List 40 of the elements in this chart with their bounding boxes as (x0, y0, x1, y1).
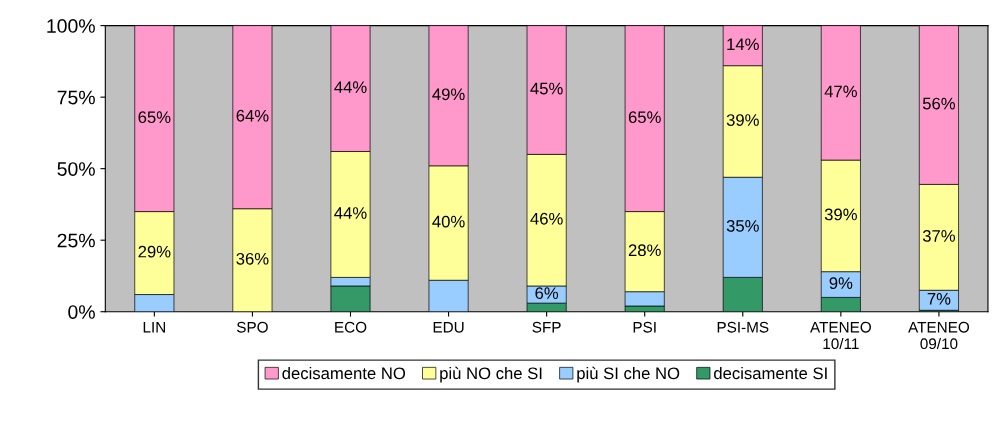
x-tick-label: SPO (236, 321, 268, 333)
x-tick-label: LIN (143, 321, 165, 333)
legend-label: decisamente SI (714, 366, 827, 380)
legend-label: più NO che SI (440, 366, 542, 383)
x-tick-label: ECO (335, 321, 367, 333)
data-label: 39% (824, 208, 857, 221)
data-label: 9% (829, 277, 853, 290)
data-label: 44% (334, 81, 367, 93)
data-label: 6% (535, 287, 559, 300)
data-label: 44% (334, 207, 367, 219)
x-tick-label: EDU (433, 321, 464, 333)
x-tick-label: PSI (633, 321, 656, 333)
data-label: 65% (138, 111, 171, 124)
data-label: 14% (727, 38, 759, 51)
legend-label: più SI che NO (577, 366, 680, 383)
data-label: 46% (530, 212, 563, 225)
data-label: 65% (628, 111, 661, 124)
data-label: 39% (726, 114, 759, 126)
data-label: 28% (628, 244, 661, 257)
data-label: 45% (530, 82, 563, 95)
data-label: 64% (236, 109, 269, 122)
x-tick-label: ATENEO 10/11 (810, 321, 871, 350)
x-tick-label: SFP (532, 321, 561, 333)
data-label: 49% (432, 88, 465, 101)
data-label: 37% (922, 230, 956, 242)
y-tick-label: 100% (47, 19, 95, 33)
data-label: 47% (824, 85, 857, 98)
data-label: 56% (922, 97, 956, 110)
data-label: 35% (726, 219, 759, 232)
y-tick-label: 25% (57, 233, 95, 248)
data-label: 40% (432, 215, 465, 228)
y-tick-label: 0% (68, 305, 95, 319)
y-tick-label: 75% (57, 90, 95, 105)
data-label: 29% (138, 245, 171, 258)
legend-label: decisamente NO (282, 366, 406, 380)
data-label: 36% (236, 252, 269, 265)
x-tick-label: PSI-MS (717, 321, 769, 333)
x-tick-label: ATENEO 09/10 (908, 321, 970, 350)
y-tick-label: 50% (57, 162, 95, 176)
data-label: 7% (927, 293, 951, 305)
